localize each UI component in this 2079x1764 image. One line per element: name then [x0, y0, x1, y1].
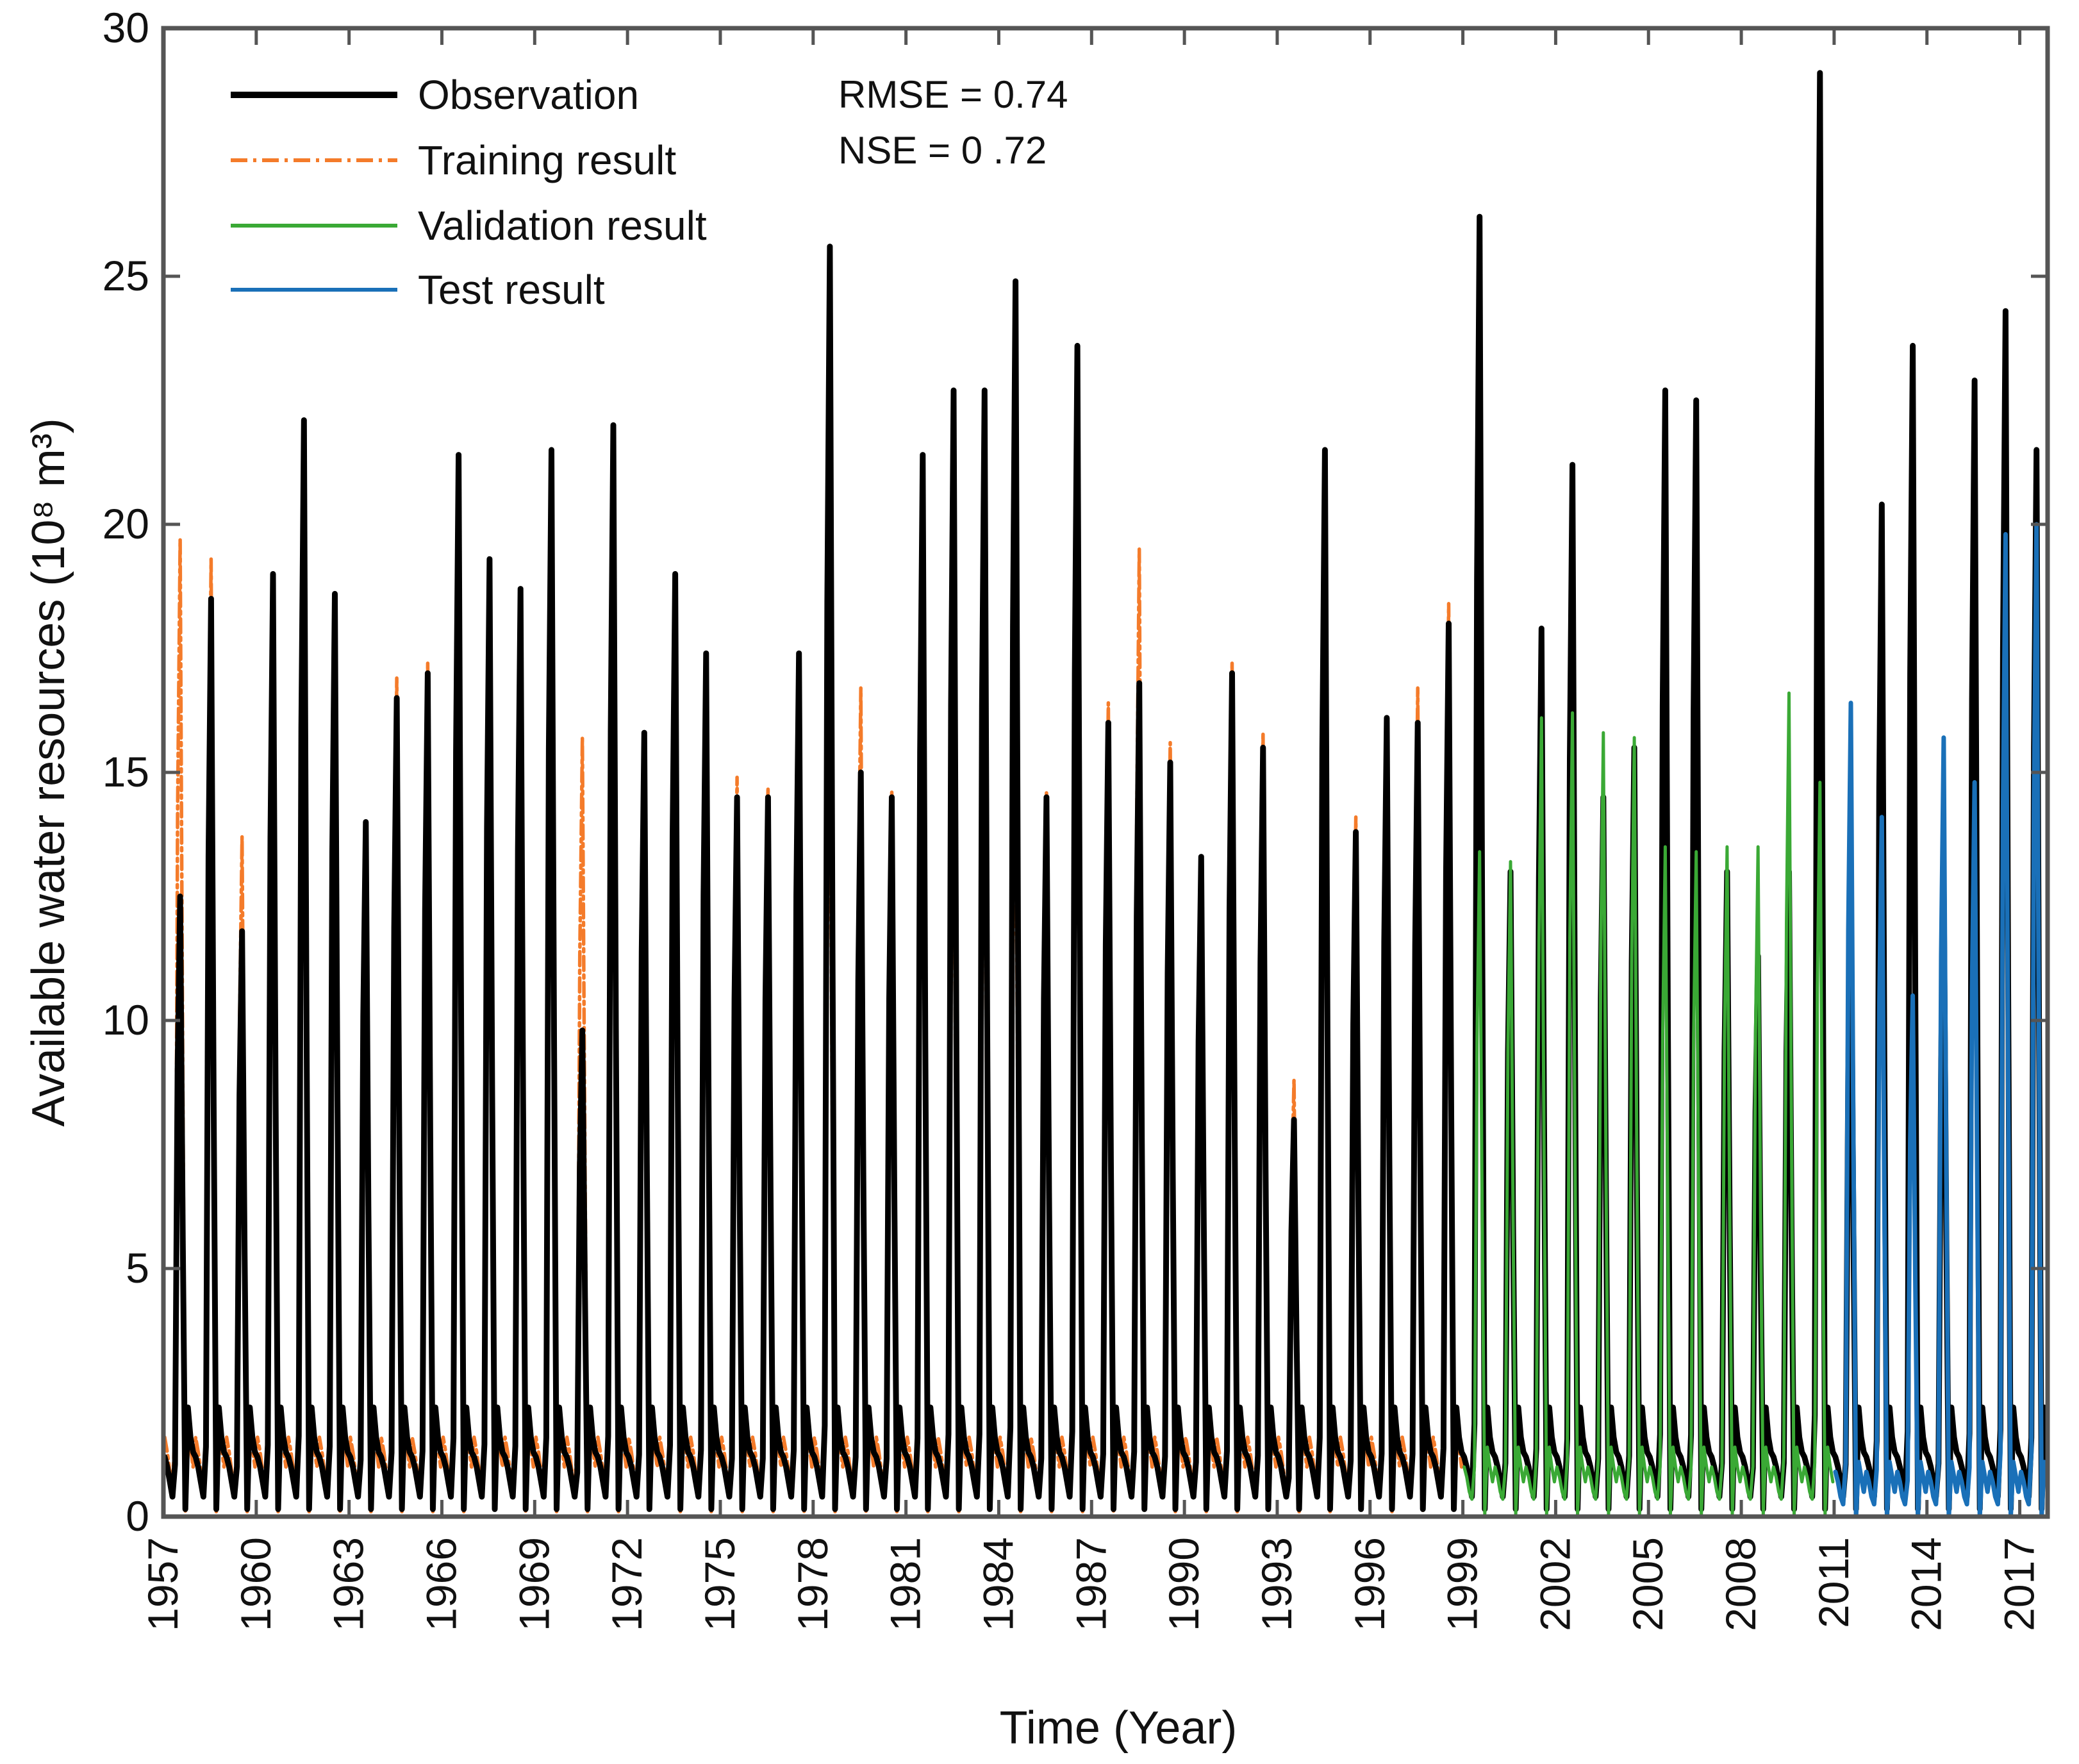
x-tick-label: 2014 [1903, 1537, 1950, 1631]
x-tick-label: 1990 [1160, 1537, 1207, 1631]
x-tick-label: 1978 [789, 1537, 836, 1631]
x-tick-label: 2011 [1810, 1537, 1857, 1628]
legend-label-validation: Validation result [418, 203, 707, 249]
x-tick-label: 2002 [1531, 1537, 1578, 1631]
series-layer [162, 70, 2050, 1519]
y-tick-label: 20 [103, 500, 149, 547]
x-tick-label: 1960 [232, 1537, 279, 1631]
legend-label-test: Test result [418, 267, 605, 313]
x-tick-label: 1999 [1439, 1537, 1486, 1631]
legend: Observation Training result Validation r… [231, 72, 707, 313]
y-tick-label: 0 [126, 1492, 149, 1540]
series-line-validation-result [1462, 691, 1835, 1516]
y-axis-title: Available water resources (10⁸ m³) [23, 418, 74, 1126]
y-tick-label: 15 [103, 748, 149, 795]
x-tick-label: 2017 [1996, 1537, 2043, 1631]
nse-annotation: NSE = 0 .72 [838, 129, 1047, 172]
x-tick-label: 1993 [1253, 1537, 1300, 1631]
x-tick-label: 1972 [603, 1537, 650, 1631]
x-tick-label: 1966 [417, 1537, 465, 1631]
series-line-test-result [1833, 522, 2050, 1519]
x-tick-label: 1963 [325, 1537, 372, 1631]
legend-label-training: Training result [418, 137, 676, 183]
y-tick-label: 30 [103, 4, 149, 51]
x-tick-label: 2005 [1624, 1537, 1671, 1631]
rmse-annotation: RMSE = 0.74 [838, 73, 1068, 116]
x-tick-label: 2008 [1717, 1537, 1764, 1631]
x-tick-label: 1984 [974, 1537, 1022, 1631]
x-tick-label: 1957 [139, 1537, 186, 1631]
x-tick-label: 1996 [1346, 1537, 1393, 1631]
x-tick-label: 1987 [1067, 1537, 1114, 1631]
y-tick-label: 10 [103, 996, 149, 1044]
legend-label-observation: Observation [418, 72, 639, 118]
y-tick-label: 5 [126, 1244, 149, 1292]
x-axis-title: Time (Year) [1000, 1702, 1238, 1754]
x-tick-label: 1981 [882, 1537, 929, 1631]
y-tick-label: 25 [103, 252, 149, 299]
x-axis-ticks: 1957 1960 1963 1966 1969 1972 1975 1978 1981 1984… [139, 28, 2043, 1631]
x-tick-label: 1969 [510, 1537, 558, 1631]
x-tick-label: 1975 [696, 1537, 743, 1631]
y-axis-ticks: 0 5 10 15 20 25 30 [103, 4, 2048, 1540]
